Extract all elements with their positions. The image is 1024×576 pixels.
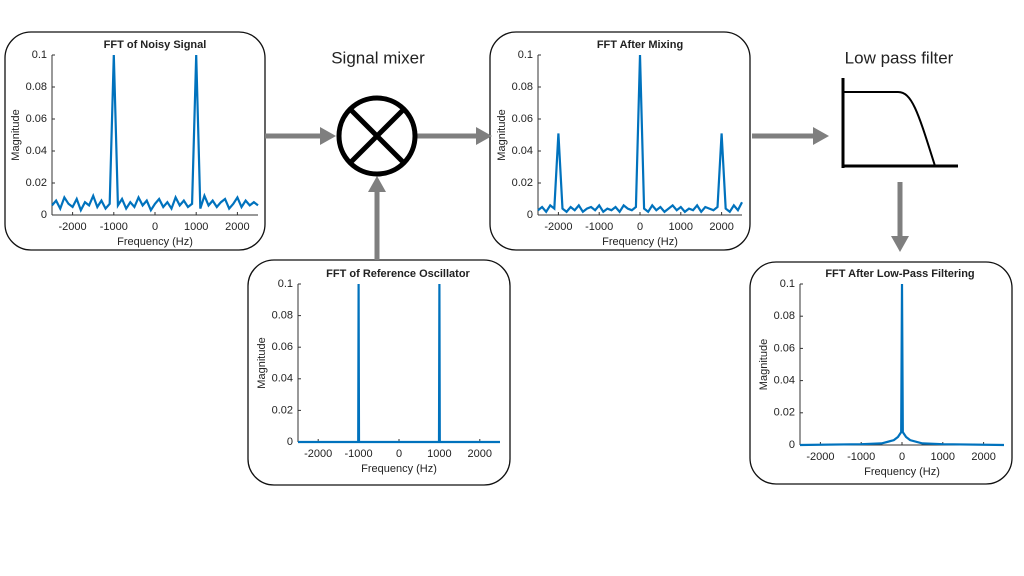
y-tick-label: 0.06 xyxy=(774,342,795,354)
y-tick-label: 0.1 xyxy=(278,278,293,290)
filter-curve xyxy=(843,91,936,167)
x-tick-label: -2000 xyxy=(544,221,572,233)
arrow-head xyxy=(476,127,492,145)
panel xyxy=(749,261,1013,485)
y-tick-label: 0.04 xyxy=(774,375,795,387)
filter-symbol xyxy=(841,78,958,168)
x-tick-label: 0 xyxy=(637,221,643,233)
y-tick-label: 0 xyxy=(789,439,795,451)
y-tick-label: 0.04 xyxy=(272,373,293,385)
y-tick-label: 0.06 xyxy=(512,113,533,125)
x-tick-label: -1000 xyxy=(847,451,875,463)
spectrum-line xyxy=(298,283,500,444)
y-tick-label: 0.04 xyxy=(26,145,47,157)
y-tick-label: 0.08 xyxy=(774,310,795,322)
mixer-cross xyxy=(348,107,406,165)
x-tick-label: -2000 xyxy=(59,221,87,233)
spectrum-line xyxy=(799,283,1005,447)
y-tick-label: 0 xyxy=(527,209,533,221)
x-tick-label: 1000 xyxy=(184,221,208,233)
mixer-symbol xyxy=(336,95,418,177)
y-axis-label: Magnitude xyxy=(758,339,770,390)
y-tick-label: 0.04 xyxy=(512,145,533,157)
chart-title: FFT After Low-Pass Filtering xyxy=(825,268,974,280)
y-tick-label: 0.1 xyxy=(32,49,47,61)
x-tick-label: -2000 xyxy=(304,448,332,460)
x-tick-label: -1000 xyxy=(585,221,613,233)
arrow-head xyxy=(368,176,386,192)
y-tick-label: 0.08 xyxy=(272,310,293,322)
x-tick-label: 1000 xyxy=(427,448,451,460)
chart-title: FFT of Reference Oscillator xyxy=(326,268,470,280)
x-axis-label: Frequency (Hz) xyxy=(117,236,193,248)
y-tick-label: 0.02 xyxy=(512,177,533,189)
y-tick-label: 0.06 xyxy=(272,341,293,353)
x-axis-label: Frequency (Hz) xyxy=(361,463,437,475)
y-tick-label: 0.02 xyxy=(26,177,47,189)
x-tick-label: 0 xyxy=(899,451,905,463)
y-tick-label: 0.08 xyxy=(512,81,533,93)
y-axis-label: Magnitude xyxy=(10,109,22,160)
arrows xyxy=(265,127,909,260)
chart-title: FFT After Mixing xyxy=(597,39,683,51)
filter-label: Low pass filter xyxy=(845,48,954,67)
x-tick-label: 1000 xyxy=(669,221,693,233)
x-tick-label: 1000 xyxy=(931,451,955,463)
spectrum-line xyxy=(537,54,743,214)
y-tick-label: 0.06 xyxy=(26,113,47,125)
x-axis-label: Frequency (Hz) xyxy=(864,466,940,478)
arrow-head xyxy=(891,236,909,252)
y-tick-label: 0 xyxy=(287,436,293,448)
x-tick-label: 2000 xyxy=(709,221,733,233)
x-tick-label: -1000 xyxy=(345,448,373,460)
y-tick-label: 0.02 xyxy=(272,404,293,416)
arrow-head xyxy=(813,127,829,145)
y-axis-label: Magnitude xyxy=(256,337,268,388)
mixer-label: Signal mixer xyxy=(331,48,425,67)
spectrum-line xyxy=(51,54,259,213)
y-tick-label: 0.1 xyxy=(518,49,533,61)
y-tick-label: 0 xyxy=(41,209,47,221)
x-tick-label: 2000 xyxy=(225,221,249,233)
y-tick-label: 0.1 xyxy=(780,278,795,290)
x-axis-label: Frequency (Hz) xyxy=(602,236,678,248)
x-tick-label: -1000 xyxy=(100,221,128,233)
x-tick-label: 0 xyxy=(396,448,402,460)
x-tick-label: 0 xyxy=(152,221,158,233)
arrow-head xyxy=(320,127,336,145)
y-axis-label: Magnitude xyxy=(496,109,508,160)
y-tick-label: 0.08 xyxy=(26,81,47,93)
chart-title: FFT of Noisy Signal xyxy=(104,39,207,51)
x-tick-label: 2000 xyxy=(468,448,492,460)
y-tick-label: 0.02 xyxy=(774,407,795,419)
x-tick-label: -2000 xyxy=(806,451,834,463)
x-tick-label: 2000 xyxy=(971,451,995,463)
